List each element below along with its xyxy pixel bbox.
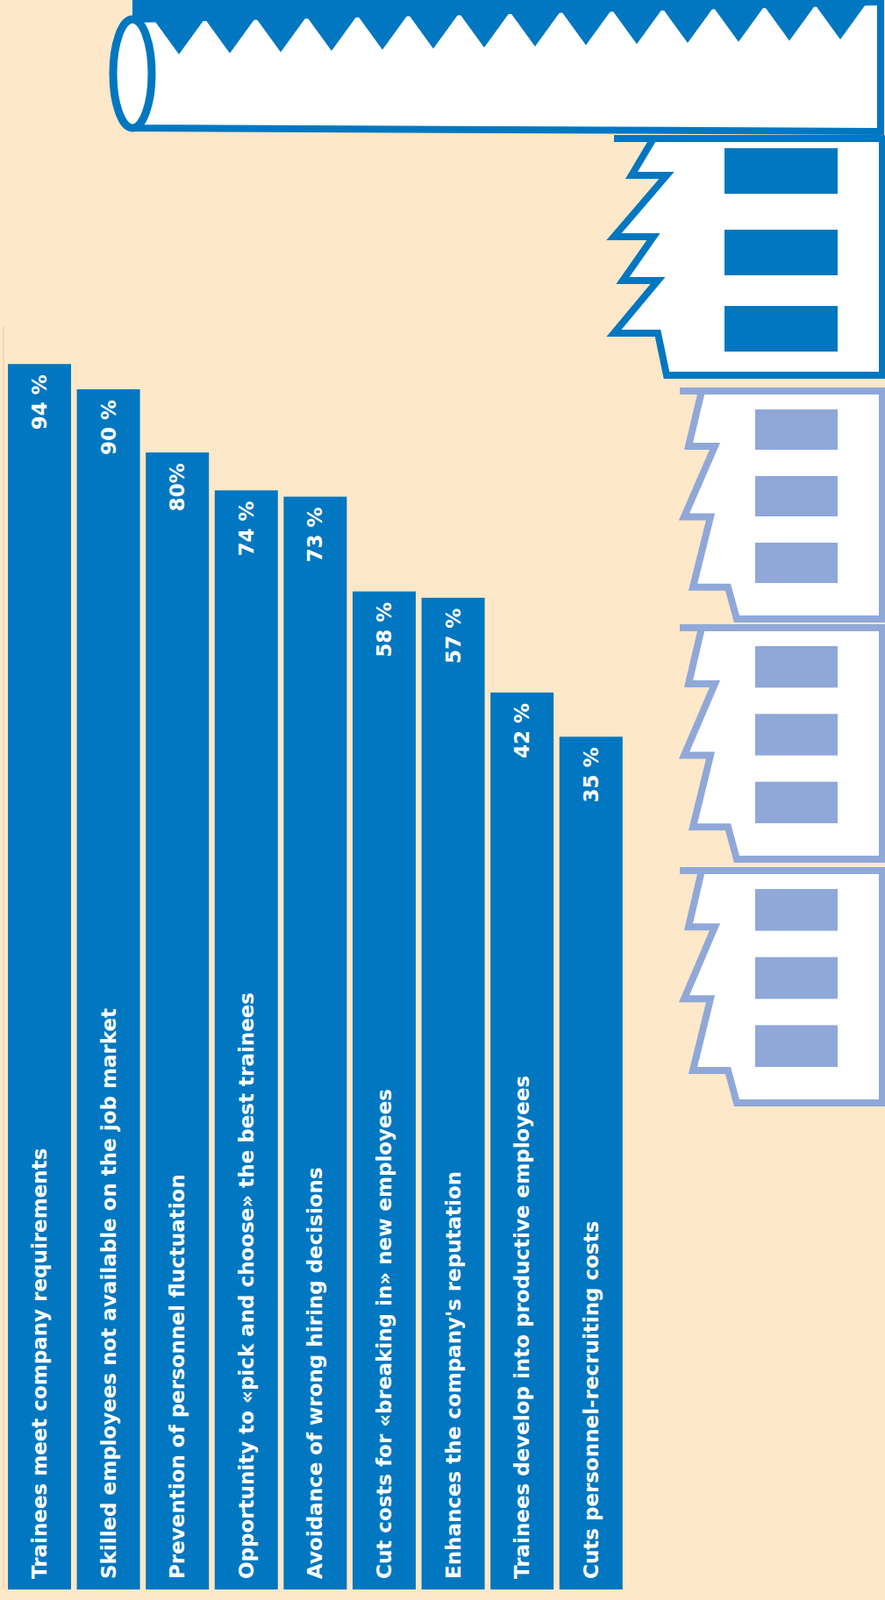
building <box>679 391 883 620</box>
bars <box>7 363 623 1591</box>
bar <box>421 598 486 1591</box>
value-axis <box>3 326 5 1591</box>
bar <box>490 692 554 1591</box>
window <box>755 713 838 756</box>
bar <box>352 592 416 1591</box>
data-label: 73 % <box>303 507 327 564</box>
bar <box>145 452 209 1591</box>
window <box>724 148 838 194</box>
bar <box>283 497 347 1591</box>
bar <box>559 736 623 1591</box>
category-label: Skilled employees not available on the j… <box>97 1008 121 1580</box>
bar <box>7 363 72 1591</box>
data-label: 80% <box>165 463 189 512</box>
data-label: 35 % <box>579 747 603 803</box>
window <box>755 1025 838 1068</box>
building <box>613 138 883 376</box>
window <box>724 229 838 276</box>
window <box>755 889 838 932</box>
bar <box>214 490 279 1591</box>
chimney-opening <box>113 19 152 129</box>
category-label: Enhances the company's reputation <box>442 1171 465 1580</box>
data-label: 57 % <box>442 608 465 664</box>
data-label: 58 % <box>372 602 396 658</box>
window <box>724 306 838 352</box>
data-label: 90 % <box>97 399 121 456</box>
building <box>679 628 883 860</box>
chart: Trainees meet company requirements 94 % Sk… <box>0 0 885 1600</box>
background <box>0 0 885 1600</box>
category-label: Opportunity to «pick and choose» the bes… <box>235 992 258 1580</box>
data-label: 74 % <box>235 500 258 557</box>
building <box>679 870 883 1104</box>
window <box>755 957 838 1000</box>
window <box>755 782 838 824</box>
category-label: Avoidance of wrong hiring decisions <box>303 1167 327 1580</box>
bar <box>77 389 141 1591</box>
window <box>755 409 838 450</box>
chimney-teeth <box>132 0 881 55</box>
category-label: Prevention of personnel fluctuation <box>165 1174 189 1580</box>
category-label: Trainees develop into productive employe… <box>510 1076 534 1580</box>
data-label: 94 % <box>28 374 51 430</box>
category-label: Cuts personnel-recruiting costs <box>579 1221 603 1580</box>
window <box>755 476 838 517</box>
window <box>755 646 838 688</box>
window <box>755 542 838 584</box>
labels: Trainees meet company requirements 94 % Sk… <box>28 374 603 1580</box>
category-label: Cut costs for «breaking in» new employee… <box>372 1089 396 1580</box>
category-label: Trainees meet company requirements <box>28 1149 51 1580</box>
data-label: 42 % <box>510 703 534 759</box>
